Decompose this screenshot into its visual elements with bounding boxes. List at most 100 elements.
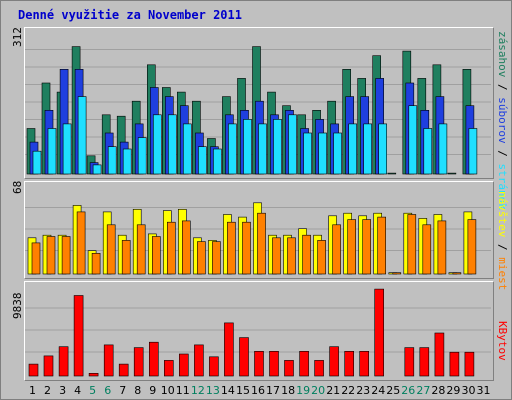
bar-kbytes-day-27 (419, 347, 430, 377)
bar-pages-day-3 (62, 123, 72, 175)
bar-pages-day-5 (92, 164, 102, 175)
bar-kbytes-day-1 (28, 363, 39, 377)
bar-pages-day-30 (468, 128, 478, 175)
bar-sites-day-8 (136, 224, 146, 275)
day-label-30: 30 (461, 384, 476, 397)
bar-kbytes-day-2 (43, 355, 54, 377)
bar-kbytes-day-17 (269, 351, 279, 377)
chart-title: Denné využitie za November 2011 (18, 8, 242, 22)
bar-sites-day-20 (317, 240, 326, 275)
bar-pages-day-22 (348, 123, 358, 175)
bar-kbytes-day-28 (434, 332, 445, 377)
day-label-1: 1 (29, 384, 36, 397)
bar-pages-day-9 (153, 114, 162, 175)
bar-pages-day-28 (438, 123, 448, 175)
bar-pages-day-6 (107, 146, 117, 175)
bar-pages-day-14 (228, 123, 237, 175)
bar-sites-day-24 (377, 216, 387, 275)
bar-kbytes-day-10 (164, 360, 174, 377)
day-axis-labels: 1 2 3 4 5 6 7 8 9 10 11 12 13 14 15 16 17 18 19 20 21 22 23 24 2… (24, 384, 492, 398)
bar-sites-day-15 (242, 221, 251, 275)
day-label-13: 13 (205, 384, 220, 397)
bar-pages-day-20 (318, 132, 327, 175)
bar-pages-day-11 (183, 123, 192, 175)
day-label-20: 20 (311, 384, 326, 397)
bar-kbytes-day-14 (224, 322, 234, 377)
legend-visits: návštev (496, 191, 509, 238)
bar-kbytes-day-13 (209, 356, 219, 377)
day-label-19: 19 (296, 384, 311, 397)
bar-pages-day-13 (213, 148, 222, 175)
day-label-6: 6 (104, 384, 112, 397)
day-label-24: 24 (371, 384, 386, 397)
bar-pages-day-8 (137, 137, 147, 175)
bar-sites-day-12 (197, 241, 206, 275)
day-label-17: 17 (266, 384, 280, 397)
day-label-31: 31 (476, 384, 491, 397)
bar-pages-day-19 (303, 132, 312, 175)
visits-legend: návštev / miest (496, 191, 509, 291)
bar-kbytes-day-16 (254, 351, 264, 377)
bar-kbytes-day-21 (329, 346, 339, 377)
bar-sites-day-19 (302, 234, 311, 275)
day-label-9: 9 (149, 384, 157, 397)
bar-kbytes-day-26 (404, 347, 415, 377)
bar-kbytes-day-18 (284, 360, 294, 377)
bar-kbytes-day-24 (374, 288, 385, 377)
bar-sites-day-1 (31, 242, 41, 275)
legend-hits: zásahov (496, 31, 509, 78)
day-label-26: 26 (401, 384, 416, 397)
bar-pages-day-18 (288, 114, 297, 175)
day-label-28: 28 (431, 384, 446, 397)
bar-kbytes-day-22 (344, 351, 355, 377)
bar-sites-day-11 (182, 220, 191, 275)
bar-pages-day-15 (243, 119, 252, 175)
bar-pages-day-21 (333, 132, 342, 175)
bar-kbytes-day-8 (133, 347, 144, 377)
bar-pages-day-1 (32, 150, 42, 175)
bar-sites-day-6 (106, 224, 116, 275)
day-label-3: 3 (59, 384, 67, 397)
bar-kbytes-day-23 (359, 351, 370, 377)
bar-sites-day-28 (437, 220, 447, 275)
bar-sites-day-22 (347, 219, 357, 275)
day-label-2: 2 (44, 384, 51, 397)
bar-pages-day-4 (77, 96, 87, 175)
visits-sites-panel (24, 181, 494, 279)
day-label-14: 14 (220, 384, 235, 397)
bar-kbytes-day-29 (449, 351, 460, 377)
visits-sites-plot (25, 202, 491, 275)
hits-files-pages-plot (25, 46, 491, 175)
bar-kbytes-day-30 (464, 351, 475, 377)
bar-kbytes-day-3 (58, 346, 69, 377)
day-label-29: 29 (446, 384, 461, 397)
bar-kbytes-day-5 (88, 373, 99, 377)
bar-sites-day-4 (76, 211, 86, 275)
bar-sites-day-29 (452, 272, 462, 275)
bar-sites-day-9 (152, 236, 161, 275)
bar-kbytes-day-7 (118, 363, 129, 377)
bar-kbytes-day-6 (103, 344, 114, 377)
day-label-18: 18 (281, 384, 296, 397)
bar-sites-day-7 (121, 240, 131, 275)
day-label-4: 4 (74, 384, 82, 397)
bar-pages-day-24 (378, 123, 388, 175)
bar-sites-day-10 (167, 221, 176, 275)
bar-sites-day-18 (287, 237, 296, 275)
legend-sites: miest (496, 257, 509, 291)
bar-pages-day-7 (122, 148, 132, 175)
bar-kbytes-day-19 (299, 351, 309, 377)
day-label-21: 21 (326, 384, 341, 397)
bar-pages-day-10 (168, 114, 177, 175)
bar-pages-day-17 (273, 119, 282, 175)
legend-kbytes: KBytov (496, 321, 509, 361)
visits-ymax-label: 68 (11, 180, 24, 194)
bar-sites-day-25 (392, 272, 402, 275)
day-label-25: 25 (386, 384, 401, 397)
bar-sites-day-17 (272, 237, 281, 275)
bar-kbytes-day-4 (73, 295, 84, 377)
day-label-12: 12 (190, 384, 205, 397)
kbytes-plot (25, 288, 491, 377)
bar-sites-day-23 (362, 219, 372, 275)
bar-sites-day-30 (467, 219, 477, 275)
